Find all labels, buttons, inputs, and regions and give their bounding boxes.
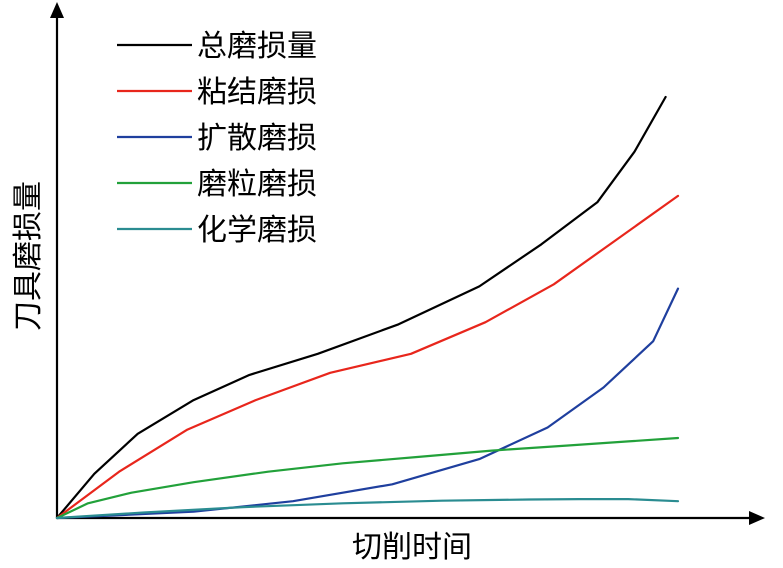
x-axis-arrow-icon [749, 511, 765, 525]
x-axis-title: 切削时间 [352, 530, 472, 565]
legend-label-1: 总磨损量 [197, 29, 317, 64]
series-layer [55, 95, 680, 520]
series-line-1 [55, 95, 667, 520]
series-line-3 [55, 287, 680, 520]
y-axis-arrow-icon [50, 2, 64, 18]
series-line-5 [55, 498, 680, 520]
y-axis-title: 刀具磨损量 [11, 181, 46, 331]
legend-label-5: 化学磨损 [197, 213, 317, 248]
series-line-4 [55, 436, 680, 520]
legend-label-4: 磨粒磨损 [197, 167, 317, 202]
legend-label-3: 扩散磨损 [197, 121, 317, 156]
series-line-2 [55, 194, 680, 520]
legend-label-2: 粘结磨损 [197, 75, 317, 110]
